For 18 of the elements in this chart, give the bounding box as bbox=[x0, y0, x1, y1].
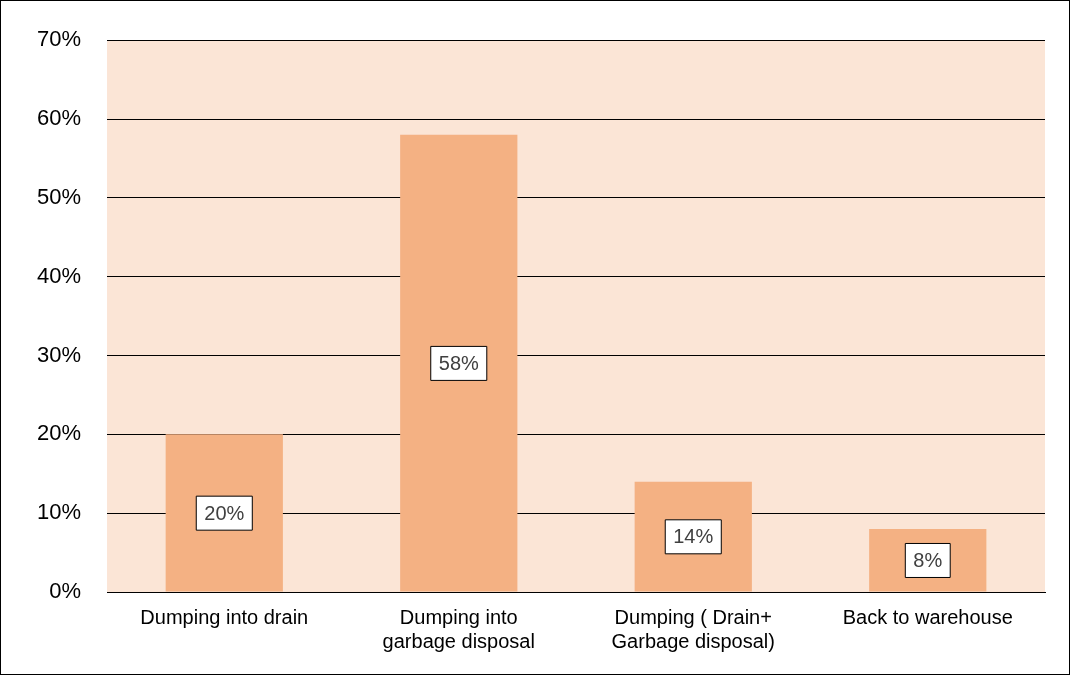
data-label: 58% bbox=[438, 351, 479, 374]
data-label: 14% bbox=[673, 525, 714, 548]
y-tick-label: 30% bbox=[36, 341, 82, 367]
y-tick-label: 0% bbox=[49, 578, 82, 604]
y-tick-label: 20% bbox=[36, 420, 82, 446]
x-tick-label: Dumping into drain bbox=[140, 605, 309, 628]
data-label: 20% bbox=[204, 501, 245, 524]
x-tick-label: Dumping into garbage disposal bbox=[382, 605, 535, 652]
data-label: 8% bbox=[913, 548, 943, 571]
y-tick-label: 50% bbox=[36, 183, 82, 209]
x-tick-label: Dumping ( Drain+ Garbage disposal) bbox=[611, 605, 775, 652]
y-tick-label: 70% bbox=[36, 26, 82, 52]
y-tick-label: 40% bbox=[36, 262, 82, 288]
y-tick-label: 60% bbox=[36, 105, 82, 131]
y-tick-label: 10% bbox=[36, 499, 82, 525]
x-tick-label: Back to warehouse bbox=[842, 605, 1013, 628]
bar bbox=[165, 434, 283, 592]
bar bbox=[400, 134, 518, 592]
